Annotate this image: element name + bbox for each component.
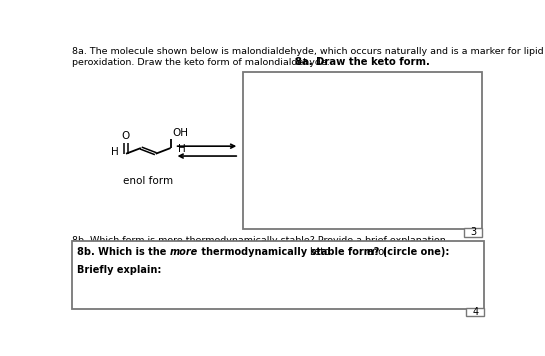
Text: Briefly explain:: Briefly explain: bbox=[76, 265, 161, 275]
Text: keto: keto bbox=[309, 247, 330, 257]
Text: enol: enol bbox=[366, 247, 387, 257]
Text: 8a. The molecule shown below is malondialdehyde, which occurs naturally and is a: 8a. The molecule shown below is malondia… bbox=[72, 47, 544, 56]
Bar bbox=[244, 72, 482, 229]
Text: 4: 4 bbox=[472, 307, 479, 317]
Bar bbox=[72, 241, 484, 309]
Text: enol form: enol form bbox=[123, 176, 173, 186]
Text: O: O bbox=[122, 131, 130, 141]
Text: 8b. Which form is more thermodynamically stable? Provide a brief explanation.: 8b. Which form is more thermodynamically… bbox=[72, 236, 449, 245]
Text: OH: OH bbox=[173, 127, 189, 137]
Text: H: H bbox=[178, 145, 186, 155]
Text: 3: 3 bbox=[470, 227, 476, 237]
Text: peroxidation. Draw the keto form of malondialdehyde.: peroxidation. Draw the keto form of malo… bbox=[72, 58, 330, 67]
Text: 8b. Which is the: 8b. Which is the bbox=[76, 247, 169, 257]
Text: H: H bbox=[111, 147, 119, 157]
Bar bbox=[467, 308, 484, 316]
Text: more: more bbox=[169, 247, 198, 257]
Bar bbox=[464, 228, 482, 237]
Text: 8a. Draw the keto form.: 8a. Draw the keto form. bbox=[295, 57, 430, 67]
Text: thermodynamically stable form? (circle one):: thermodynamically stable form? (circle o… bbox=[198, 247, 449, 257]
